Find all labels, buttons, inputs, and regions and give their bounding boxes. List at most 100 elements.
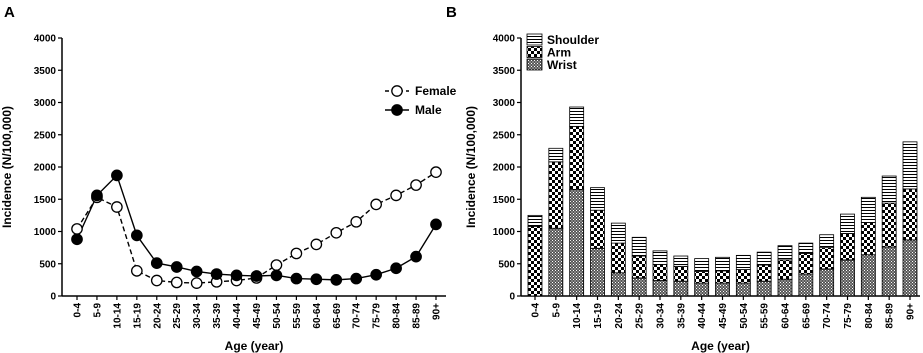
b-legend-label-wrist: Wrist	[547, 58, 577, 72]
b-x-tick-label: 55-59	[760, 303, 771, 329]
b-bar-shoulder	[527, 214, 543, 227]
a-point-male	[290, 272, 303, 285]
b-bar-shoulder	[548, 147, 564, 163]
a-series-line-female	[76, 171, 437, 284]
a-x-tick-label: 80-84	[392, 303, 403, 329]
a-y-tick-label: 3500	[34, 66, 57, 77]
b-bar-shoulder	[860, 196, 876, 223]
a-point-female	[410, 179, 422, 191]
b-bar-arm	[777, 259, 793, 280]
b-x-tick-label: 45-49	[718, 303, 729, 329]
b-bar-arm	[610, 242, 626, 274]
a-x-tick-label: 90+	[432, 303, 443, 320]
a-point-female	[370, 198, 383, 211]
b-x-tick-label: 30-34	[656, 303, 667, 329]
b-x-tick-label: 20-24	[614, 303, 625, 329]
a-point-male	[250, 270, 263, 282]
b-legend-swatch-arm	[526, 46, 543, 58]
b-x-tick-label: 85-89	[885, 303, 896, 329]
b-x-tick-label: 25-29	[635, 303, 646, 329]
a-x-tick-label: 35-39	[212, 303, 223, 329]
a-y-tick-label: 500	[39, 259, 56, 270]
a-point-male	[91, 189, 103, 202]
b-bar-arm	[840, 233, 855, 261]
b-y-axis-title: Incidence (N/100,000)	[464, 106, 478, 228]
panel-label-b: B	[446, 4, 457, 21]
b-bar-arm	[756, 264, 772, 282]
b-x-axis-title: Age (year)	[691, 339, 750, 353]
b-bar-shoulder	[881, 175, 897, 204]
b-bar-shoulder	[902, 141, 918, 190]
a-point-male	[370, 268, 383, 281]
b-x-tick-label: 0-4	[531, 303, 542, 318]
b-bar-shoulder	[756, 251, 772, 266]
b-bar-shoulder	[673, 255, 689, 267]
b-bar-arm	[881, 202, 897, 248]
a-point-male	[150, 257, 163, 269]
a-x-tick-label: 30-34	[192, 303, 203, 329]
b-bar-shoulder	[840, 213, 855, 234]
b-bar-wrist	[902, 239, 918, 297]
a-y-tick-label: 3000	[34, 98, 57, 109]
a-point-female	[330, 226, 343, 239]
b-bar-arm	[860, 222, 876, 256]
a-point-male	[230, 269, 243, 282]
b-bar-arm	[569, 125, 585, 190]
b-bar-wrist	[735, 282, 751, 297]
a-point-male	[410, 250, 422, 263]
a-y-tick-label: 1000	[34, 227, 57, 238]
b-bar-wrist	[881, 246, 897, 297]
b-bar-arm	[590, 209, 605, 249]
b-bar-shoulder	[631, 236, 647, 257]
a-x-tick-label: 75-79	[372, 303, 383, 329]
a-x-tick-label: 50-54	[272, 303, 283, 329]
b-x-tick-label: 40-44	[697, 303, 708, 329]
a-x-tick-label: 15-19	[132, 303, 143, 329]
b-bar-wrist	[777, 278, 793, 297]
a-point-female	[150, 274, 163, 287]
a-point-female	[430, 166, 442, 179]
b-bar-arm	[798, 253, 814, 275]
a-x-tick-label: 25-29	[172, 303, 183, 329]
b-bar-wrist	[756, 280, 772, 297]
b-bar-shoulder	[819, 234, 835, 249]
b-bar-wrist	[631, 277, 647, 297]
b-bar-wrist	[860, 254, 876, 297]
a-point-female	[170, 276, 183, 289]
b-bar-wrist	[569, 189, 585, 297]
b-x-tick-label: 35-39	[676, 303, 687, 329]
a-point-male	[330, 274, 343, 286]
a-point-male	[210, 268, 223, 280]
b-bar-arm	[715, 270, 730, 284]
b-bar-arm	[735, 269, 751, 284]
a-x-tick-label: 40-44	[232, 303, 243, 329]
b-bar-arm	[819, 247, 835, 270]
a-point-male	[170, 261, 183, 273]
b-bar-arm	[902, 188, 918, 241]
a-x-tick-label: 55-59	[292, 303, 303, 329]
b-x-tick-label: 80-84	[864, 303, 875, 329]
b-y-tick-label: 2500	[493, 130, 516, 141]
a-x-tick-label: 45-49	[252, 303, 263, 329]
a-x-tick-label: 85-89	[412, 303, 423, 329]
a-point-male	[130, 229, 143, 242]
a-x-tick-label: 60-64	[312, 303, 323, 329]
b-y-tick-label: 1500	[493, 195, 516, 206]
b-y-tick-label: 3500	[493, 66, 516, 77]
b-legend-label-arm: Arm	[547, 46, 571, 60]
panel-b-stacked-bar-chart: 0 500 1000 1500 2000 2500 3000 3500 4000 Incidenc…	[464, 33, 920, 353]
a-point-male	[270, 269, 283, 282]
b-x-tick-label: 70-74	[822, 303, 833, 329]
b-bar-shoulder	[590, 187, 605, 211]
b-bar-wrist	[819, 268, 835, 297]
a-point-male	[310, 273, 323, 286]
b-y-tick-label: 500	[498, 259, 515, 270]
b-bar-wrist	[652, 280, 668, 297]
b-x-tick-label: 15-19	[593, 303, 604, 329]
a-y-tick-label: 2000	[34, 163, 57, 174]
a-x-tick-label: 5-9	[92, 303, 103, 318]
a-point-female	[390, 189, 402, 202]
b-bar-shoulder	[652, 250, 668, 265]
b-bar-shoulder	[569, 106, 585, 127]
